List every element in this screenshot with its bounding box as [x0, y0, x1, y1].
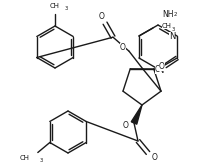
- Text: O: O: [99, 12, 104, 21]
- Text: 3: 3: [171, 27, 174, 32]
- Text: 3: 3: [40, 158, 43, 163]
- Text: CH: CH: [20, 155, 30, 161]
- Text: CH: CH: [161, 23, 171, 29]
- Text: CH: CH: [50, 3, 60, 9]
- Text: O: O: [151, 153, 157, 162]
- Text: O: O: [154, 64, 160, 73]
- Text: N: N: [168, 32, 174, 41]
- Polygon shape: [131, 105, 141, 124]
- Text: O: O: [122, 122, 128, 130]
- Text: O: O: [119, 43, 125, 52]
- Text: 2: 2: [173, 12, 177, 17]
- Text: O: O: [158, 62, 164, 71]
- Text: N: N: [156, 65, 162, 74]
- Text: NH: NH: [161, 10, 173, 19]
- Text: 3: 3: [65, 6, 68, 11]
